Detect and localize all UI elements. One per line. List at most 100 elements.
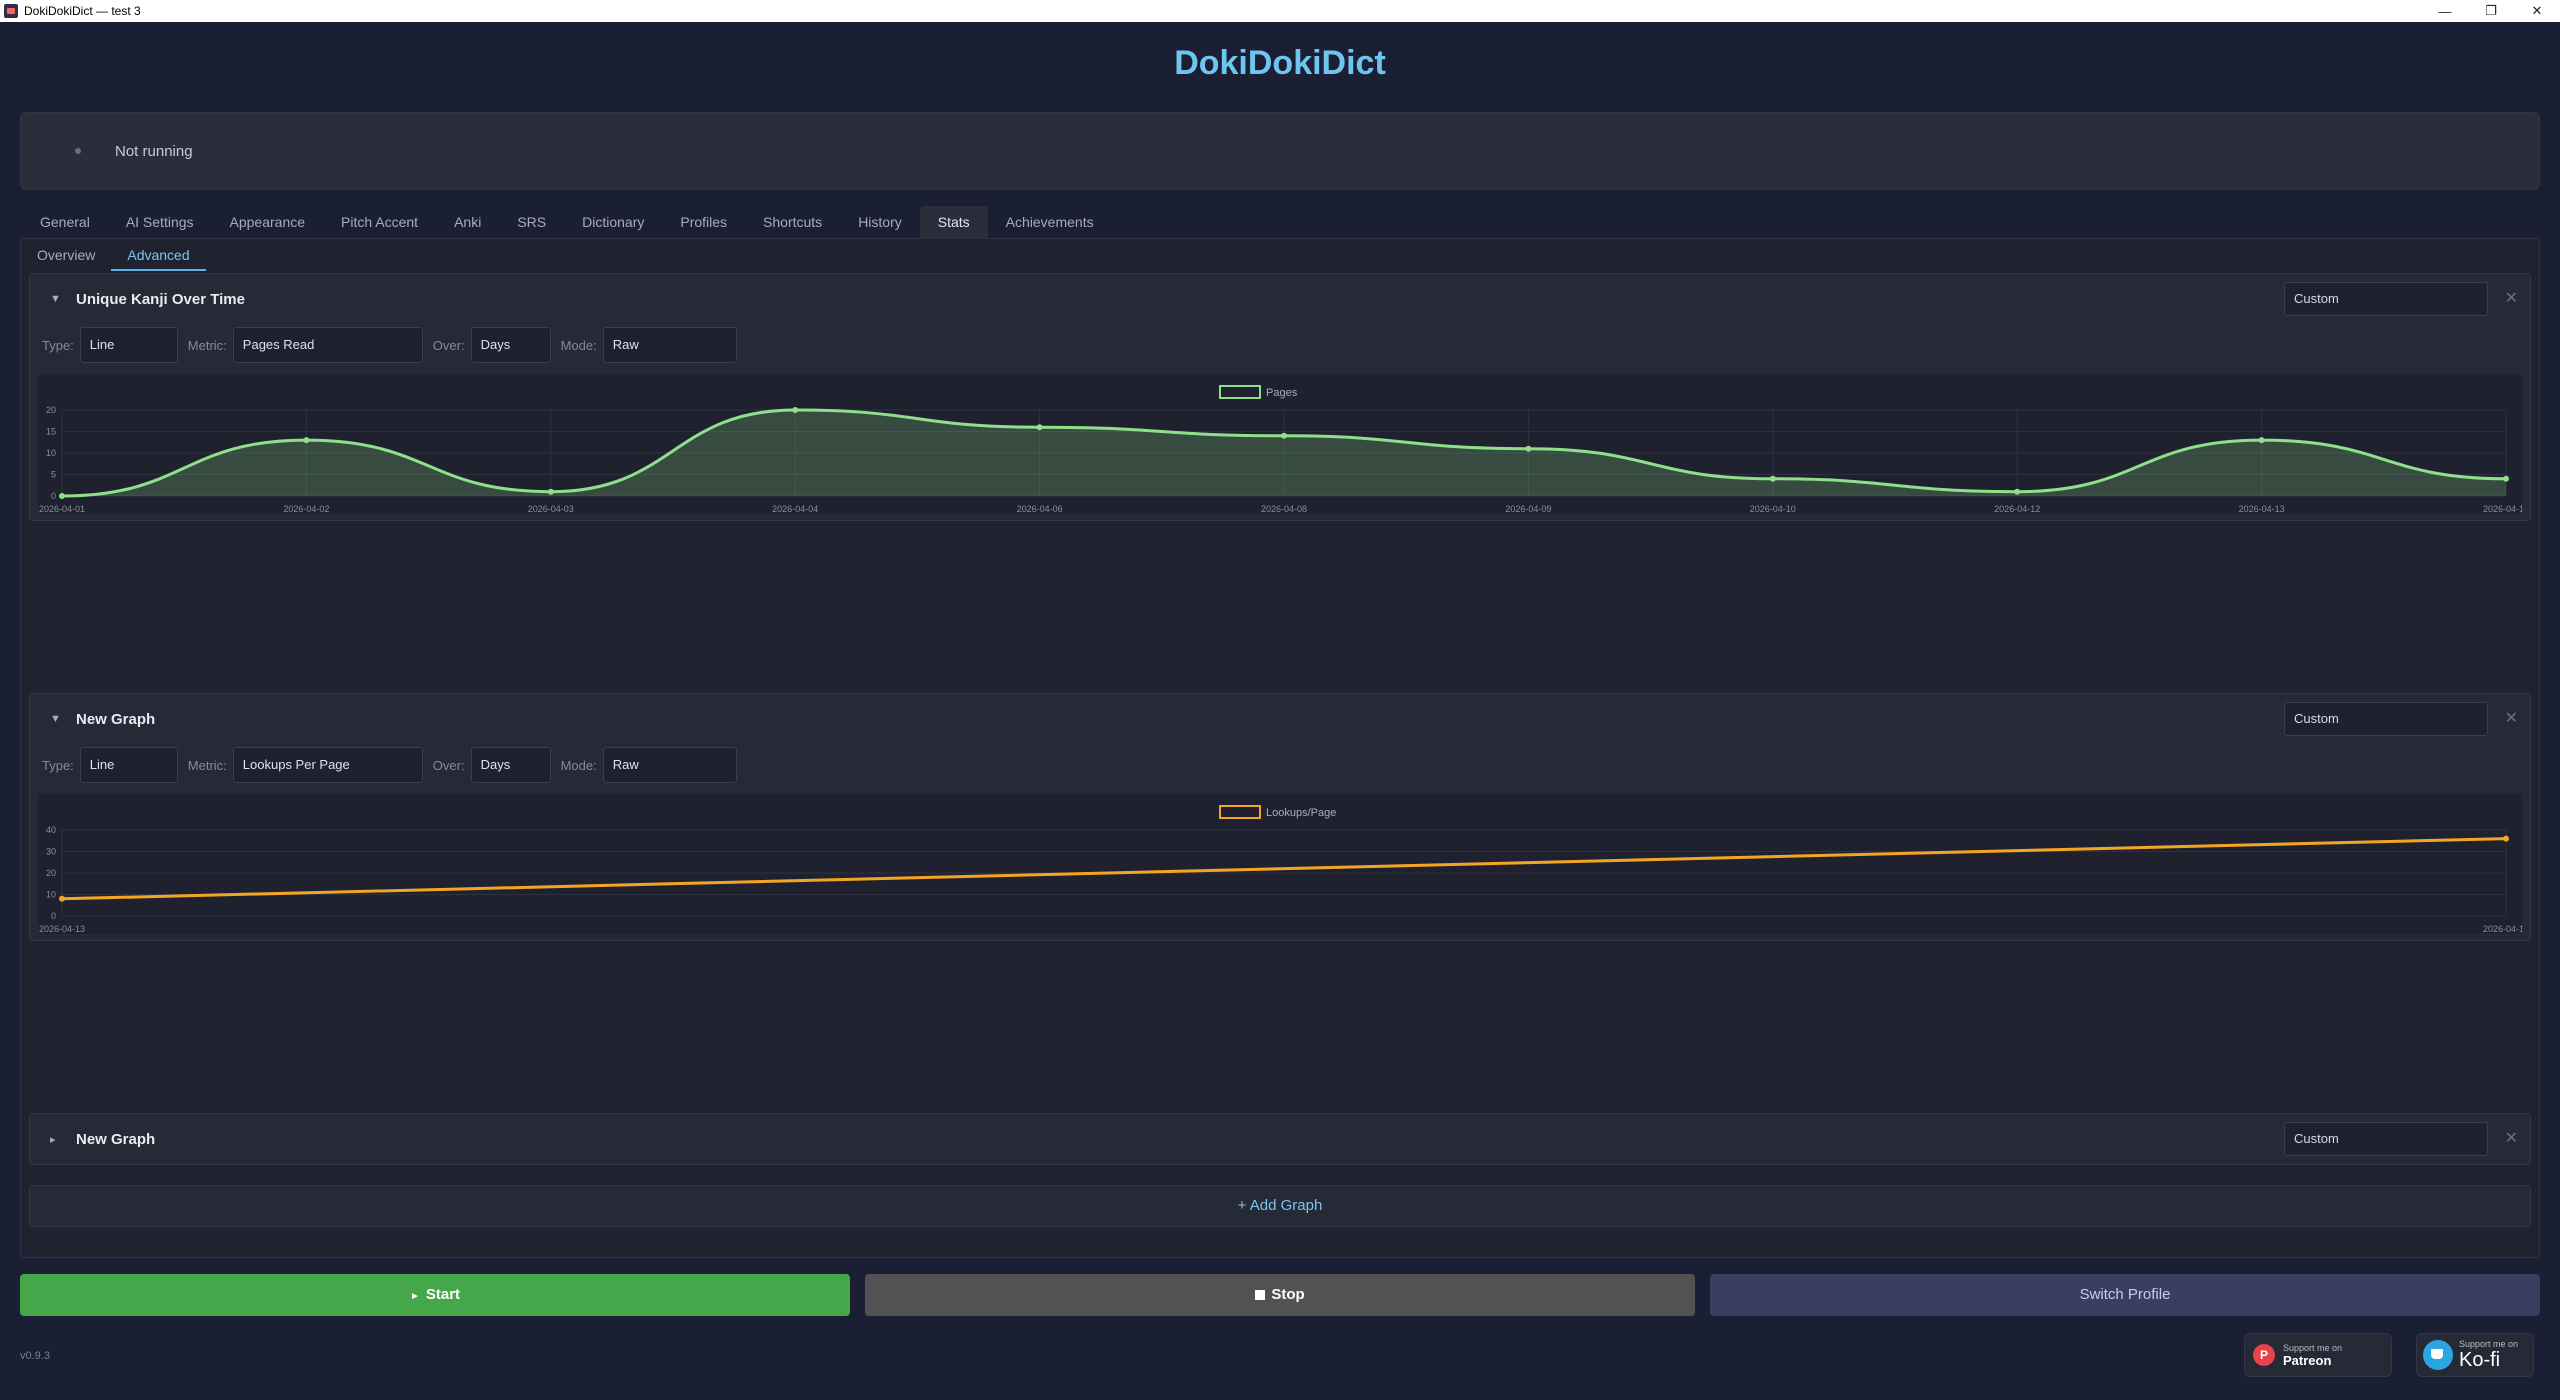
y-tick-label: 5 [51,470,56,480]
remove-graph-icon[interactable]: ✕ [2504,1130,2518,1147]
tab-appearance[interactable]: Appearance [229,214,306,230]
close-window-icon[interactable]: ✕ [2531,3,2543,18]
tab-srs[interactable]: SRS [517,214,547,230]
tab-profiles[interactable]: Profiles [680,214,728,230]
kofi-small-text: Support me on [2459,1338,2519,1349]
expand-toggle-icon[interactable]: ▸ [50,1133,56,1146]
collapse-toggle-icon[interactable]: ▼ [50,293,61,305]
remove-graph-icon[interactable]: ✕ [2504,710,2518,727]
preset-select[interactable]: Custom [2284,702,2488,736]
graph-title: Unique Kanji Over Time [76,290,245,308]
tab-ai-settings[interactable]: AI Settings [125,214,194,230]
tab-achievements[interactable]: Achievements [1005,214,1094,230]
data-point[interactable] [2258,437,2265,444]
data-point[interactable] [1769,475,1776,482]
patreon-big-text: Patreon [2283,1352,2332,1368]
chart-2: Lookups/Page 0 10 20 30 40 2026-04-13 2026-04-1… [39,805,2522,934]
stop-button[interactable]: Stop [865,1274,1695,1316]
tab-stats[interactable]: Stats [919,206,988,238]
y-tick-label: 10 [46,448,56,458]
preset-select[interactable]: Custom [2284,282,2488,316]
subtab-advanced[interactable]: Advanced [111,239,206,271]
tab-anki[interactable]: Anki [454,214,482,230]
metric-label: Metric: [187,757,227,773]
remove-graph-icon[interactable]: ✕ [2504,290,2518,307]
x-tick-label: 2026-04-12 [1994,504,2040,514]
kofi-cup-icon [2423,1340,2453,1370]
version-label: v0.9.3 [20,1350,50,1362]
series-area [62,410,2506,496]
mode-select[interactable]: Raw [602,747,737,783]
play-icon: ► [409,1291,420,1302]
mode-select[interactable]: Raw [602,327,737,363]
x-tick-label: 2026-04-09 [1505,504,1551,514]
main-tabs: General AI Settings Appearance Pitch Accent… [22,206,1112,238]
over-select[interactable]: Days [470,327,551,363]
x-tick-label: 2026-04-14 [2483,924,2522,934]
preset-select[interactable]: Custom [2284,1122,2488,1156]
y-tick-label: 20 [46,405,56,415]
stats-content: Overview Advanced ▼ Unique Kanji Over Tim… [20,238,2540,1258]
minimize-icon[interactable]: — [2438,3,2452,19]
data-point[interactable] [1036,424,1043,431]
window-titlebar: DokiDokiDict — test 3 — ❐ ✕ [0,0,2560,22]
x-tick-label: 2026-04-04 [772,504,818,514]
tab-general[interactable]: General [40,214,90,230]
data-point[interactable] [2503,835,2509,842]
chart-area-2: Lookups/Page 0 10 20 30 40 2026-04-13 2026-04-1… [38,794,2522,934]
patreon-button[interactable]: P Support me on Patreon [2244,1333,2392,1377]
data-point[interactable] [547,488,554,495]
x-tick-label: 2026-04-06 [1017,504,1063,514]
x-tick-label: 2026-04-14 [2483,504,2522,514]
patreon-small-text: Support me on [2283,1342,2343,1353]
x-tick-label: 2026-04-03 [528,504,574,514]
graph-title: New Graph [76,710,156,728]
switch-profile-button[interactable]: Switch Profile [1710,1274,2540,1316]
tab-history[interactable]: History [858,214,902,230]
over-select[interactable]: Days [470,747,551,783]
data-point[interactable] [2503,475,2509,482]
kofi-big-text: Ko-fi [2459,1348,2501,1371]
type-label: Type: [42,757,74,773]
data-point[interactable] [1281,432,1287,439]
x-tick-label: 2026-04-13 [2239,504,2285,514]
data-point[interactable] [2014,488,2021,495]
over-label: Over: [432,757,465,773]
start-label: Start [425,1286,461,1303]
tab-pitch-accent[interactable]: Pitch Accent [341,214,419,230]
stop-icon [1255,1290,1266,1300]
legend-swatch[interactable] [1219,805,1261,819]
series-line [61,837,2507,901]
graph-title: New Graph [76,1130,156,1148]
patreon-icon: P [2253,1344,2275,1366]
start-button[interactable]: ► Start [20,1274,850,1316]
tab-dictionary[interactable]: Dictionary [582,214,645,230]
restore-icon[interactable]: ❐ [2485,3,2497,18]
metric-select[interactable]: Pages Read [232,327,423,363]
kofi-button[interactable]: Support me on Ko-fi [2416,1333,2534,1377]
x-tick-label: 2026-04-08 [1261,504,1307,514]
stop-label: Stop [1271,1286,1305,1303]
type-select[interactable]: Line [79,327,178,363]
data-point[interactable] [792,407,799,413]
legend-swatch[interactable] [1219,385,1261,399]
y-tick-label: 30 [46,847,56,857]
data-point[interactable] [59,895,65,902]
data-point[interactable] [59,493,65,499]
legend-label: Pages [1266,387,1298,399]
metric-select[interactable]: Lookups Per Page [232,747,423,783]
y-tick-label: 20 [46,868,56,878]
stats-subtabs: Overview Advanced [21,239,206,273]
data-point[interactable] [303,437,310,444]
subtab-overview[interactable]: Overview [37,247,96,263]
graph-card-1: ▼ Unique Kanji Over Time Custom ✕ Type: … [29,273,2531,521]
status-panel: Not running [20,112,2540,190]
add-graph-button[interactable]: + Add Graph [29,1185,2531,1227]
collapse-toggle-icon[interactable]: ▼ [50,713,61,725]
type-select[interactable]: Line [79,747,178,783]
tab-shortcuts[interactable]: Shortcuts [763,214,823,230]
status-text: Not running [115,142,193,160]
app-icon [4,4,18,18]
data-point[interactable] [1525,445,1532,452]
y-tick-label: 0 [51,491,56,501]
